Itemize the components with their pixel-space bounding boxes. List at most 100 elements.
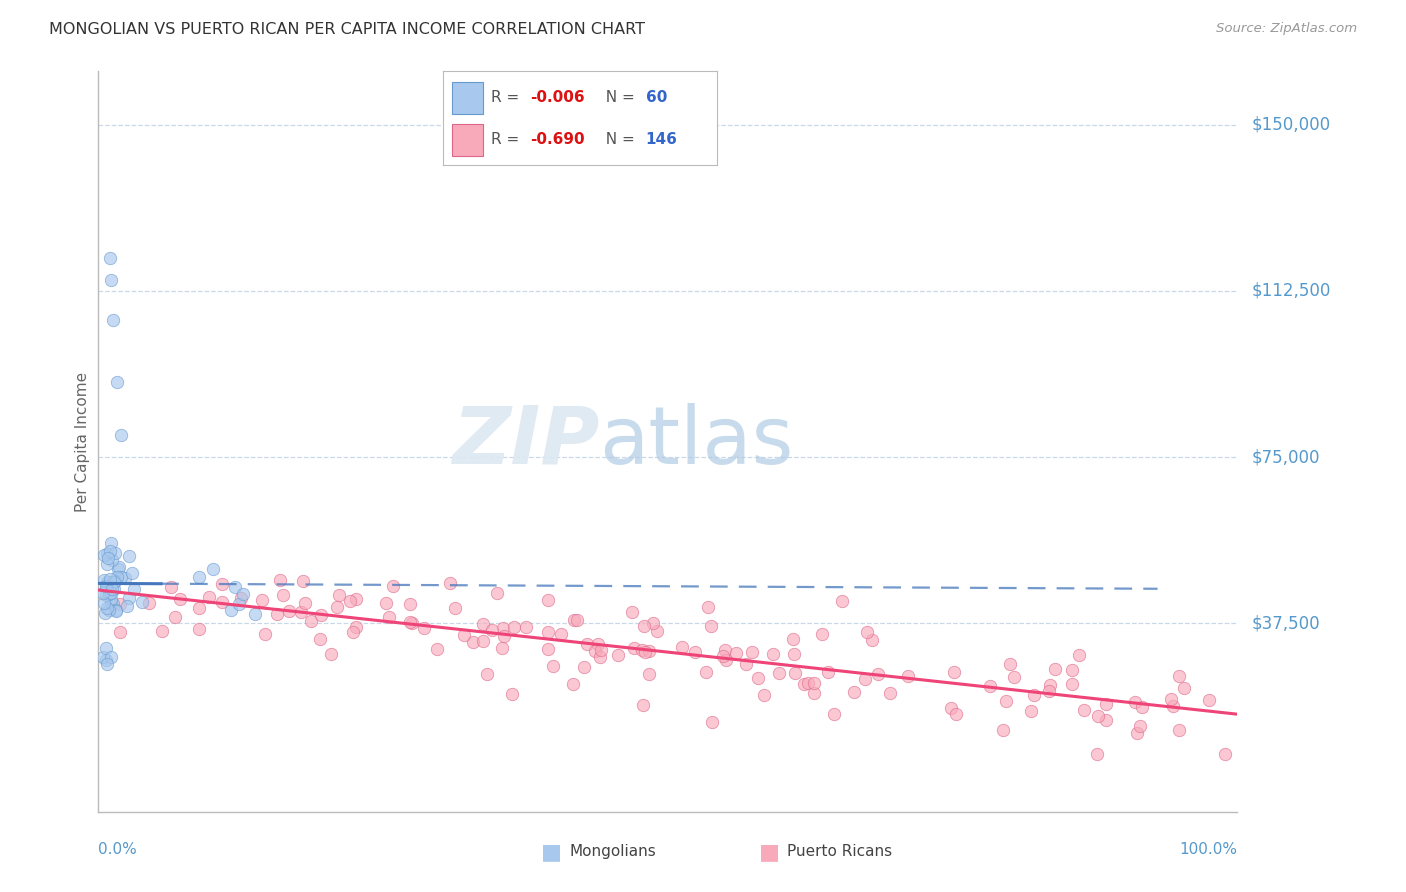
Point (695, 665, 717, 679)
Point (979, 679, 1001, 693)
Point (761, 647, 783, 661)
Point (589, 643, 612, 657)
Point (100, 595, 122, 609)
Text: 0.0%: 0.0% (98, 842, 138, 857)
Point (224, 580, 246, 594)
Point (1022, 688, 1045, 702)
Point (444, 601, 467, 615)
Point (633, 619, 655, 633)
Point (103, 312, 125, 326)
Point (631, 698, 654, 712)
Text: -0.690: -0.690 (530, 132, 585, 147)
Point (101, 582, 124, 596)
Point (309, 632, 332, 647)
Point (879, 686, 901, 700)
Point (1045, 662, 1067, 676)
Point (537, 625, 560, 640)
Point (100, 586, 122, 600)
Point (638, 644, 661, 658)
Point (747, 671, 769, 685)
Point (1021, 704, 1043, 718)
Point (803, 676, 825, 690)
Text: N =: N = (596, 90, 640, 105)
Text: Puerto Ricans: Puerto Ricans (787, 845, 893, 859)
Point (93, 597, 115, 611)
Point (328, 588, 350, 602)
Text: 100.0%: 100.0% (1180, 842, 1237, 857)
Point (96, 547, 118, 561)
Point (98, 572, 121, 586)
Point (550, 627, 572, 641)
Point (104, 574, 127, 589)
Point (101, 552, 124, 566)
Point (382, 579, 405, 593)
Point (481, 623, 503, 637)
Point (856, 624, 879, 639)
Point (492, 621, 515, 635)
Point (1129, 719, 1152, 733)
Point (623, 640, 645, 655)
Point (1161, 699, 1184, 714)
Point (471, 634, 494, 648)
Point (1038, 684, 1060, 698)
Text: ZIP: ZIP (453, 402, 599, 481)
Point (645, 624, 668, 638)
Text: N =: N = (596, 132, 640, 147)
Point (94, 606, 117, 620)
Point (378, 609, 401, 624)
Point (1198, 693, 1220, 707)
Point (1085, 747, 1108, 761)
Point (803, 686, 825, 700)
Point (96, 600, 118, 615)
Point (426, 641, 449, 656)
Point (97, 550, 120, 565)
Point (491, 640, 513, 655)
Point (785, 666, 807, 681)
Point (783, 647, 806, 661)
Point (1062, 677, 1084, 691)
Text: 146: 146 (645, 132, 678, 147)
Point (266, 607, 288, 622)
Point (188, 570, 211, 584)
Point (100, 591, 122, 606)
Point (169, 591, 191, 606)
Point (294, 597, 316, 611)
Point (1173, 681, 1195, 695)
Point (98, 603, 121, 617)
Point (105, 375, 128, 389)
Point (375, 596, 398, 610)
Point (991, 723, 1014, 737)
Point (108, 597, 131, 611)
Point (105, 604, 128, 618)
Point (292, 574, 315, 588)
Point (811, 626, 834, 640)
FancyBboxPatch shape (453, 82, 482, 113)
Point (413, 621, 436, 635)
Point (138, 596, 160, 610)
Point (501, 687, 523, 701)
Text: R =: R = (491, 90, 524, 105)
Point (339, 594, 361, 608)
Point (606, 648, 628, 662)
Point (110, 624, 132, 639)
Point (96, 557, 118, 571)
Point (671, 640, 693, 655)
Text: ■: ■ (541, 842, 562, 862)
Point (942, 665, 965, 680)
Point (945, 706, 967, 721)
Point (271, 588, 294, 602)
Point (1095, 697, 1118, 711)
Point (1123, 695, 1146, 709)
Point (1087, 708, 1109, 723)
Point (100, 273, 122, 287)
Point (638, 667, 661, 681)
Point (98, 544, 121, 558)
Point (782, 632, 804, 646)
Point (269, 573, 291, 587)
Point (118, 591, 141, 606)
Point (1002, 670, 1025, 684)
Point (823, 706, 845, 721)
Point (401, 616, 423, 631)
Point (202, 562, 225, 576)
Point (165, 610, 187, 624)
